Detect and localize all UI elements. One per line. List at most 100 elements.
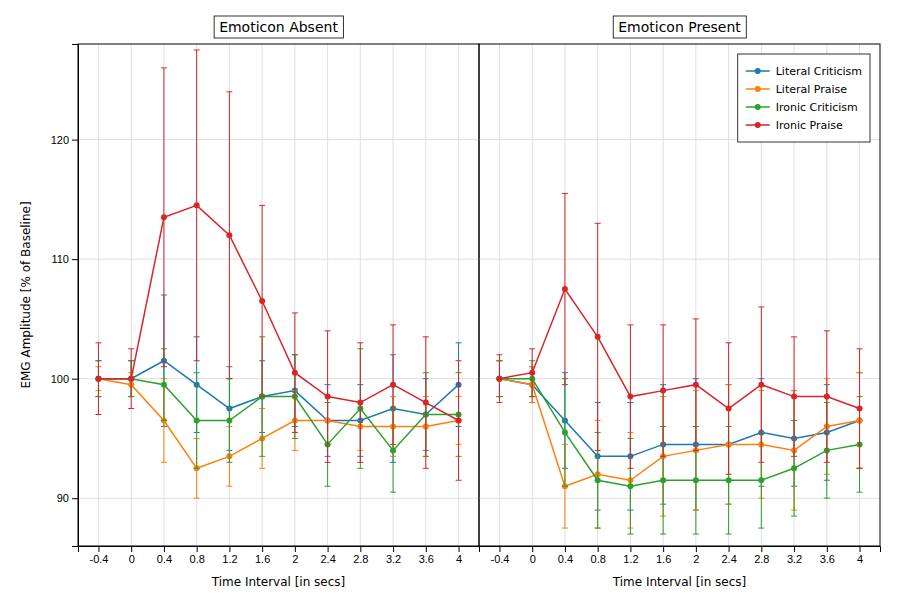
error-bar [824,331,830,462]
point [194,418,200,424]
point [496,376,502,382]
point [562,286,568,292]
tick: 4 [456,546,462,565]
series [95,367,461,498]
axis-line [480,547,881,553]
tick-mark [827,546,828,552]
tick: 0.4 [157,546,172,565]
point [496,376,502,382]
point [456,418,462,424]
legend-marker [755,104,761,110]
error-bar [562,379,568,487]
error-bar [726,343,732,474]
tick-label: 3.2 [386,553,401,565]
tick-mark [794,546,795,552]
tick-label: 2.4 [721,553,736,565]
tick: 3.6 [419,546,434,565]
legend-item: Ironic Praise [746,119,843,132]
tick: 1.2 [623,546,638,565]
error-bar [226,379,232,463]
tick-label: 2.8 [353,553,368,565]
tick-mark [565,546,566,552]
error-bar [325,331,331,462]
tick-mark [663,546,664,552]
tick: 2.8 [754,546,769,565]
y-axis-title: EMG Amplitude [% of Baseline] [19,201,33,388]
tick-label: 0.8 [190,553,205,565]
tick: 0.4 [558,546,573,565]
tick: -0.4 [490,546,509,565]
tick-mark [761,546,762,552]
error-bar [693,319,699,450]
x-axis: -0.400.40.81.21.622.42.83.23.64 [480,546,881,565]
series [95,337,461,492]
tick: 2 [693,546,699,565]
point [726,477,732,483]
tick-mark [72,379,78,380]
series-line [98,205,458,420]
point [791,394,797,400]
series [496,361,862,528]
tick-label: 90 [57,492,69,504]
tick-label: 4 [857,553,863,565]
tick-mark [459,546,460,552]
series [496,361,862,534]
grid-line [78,139,479,140]
grid-line [294,44,295,546]
series-line [499,379,859,487]
series [95,50,461,480]
point [529,370,535,376]
legend-box [738,54,870,142]
point [423,400,429,406]
point [595,334,601,340]
tick-mark [164,546,165,552]
grid-line [479,259,880,260]
tick: 110 [51,253,78,265]
title-group: Emoticon Present [613,16,746,38]
tick: 120 [51,134,78,146]
series-line [98,379,458,469]
error-bar [627,325,633,468]
point [595,477,601,483]
legend-label: Ironic Criticism [776,101,858,114]
grid [78,44,479,546]
tick: 0 [530,546,536,565]
legend-item: Literal Praise [746,83,848,96]
tick-label: 0.4 [157,553,172,565]
error-bar [758,307,764,462]
marks [95,50,461,498]
point [496,376,502,382]
point [824,394,830,400]
series-line [499,379,859,487]
tick: 3.6 [820,546,835,565]
tick: 1.2 [222,546,237,565]
point [726,406,732,412]
point [660,477,666,483]
tick: -0.4 [89,546,108,565]
tick-label: -0.4 [490,553,509,565]
tick: 2 [292,546,298,565]
point [128,376,134,382]
plot-frame [78,44,479,546]
legend-label: Literal Criticism [776,65,862,78]
series [95,295,461,462]
tick: 0 [129,546,135,565]
point [857,406,863,412]
x-axis-title: Time Interval [in secs] [211,575,346,589]
tick-label: 120 [51,134,69,146]
tick-label: 0 [530,553,536,565]
tick-mark [98,546,99,552]
panel: -0.400.40.81.21.622.42.83.23.64Emoticon … [479,16,881,589]
series [496,361,862,510]
point [128,376,134,382]
point [390,382,396,388]
point [292,370,298,376]
tick-label: 110 [51,253,69,265]
tick-mark [360,546,361,552]
tick-mark [860,546,861,552]
series [496,193,862,474]
grid-line [479,378,880,379]
tick-label: 2.8 [754,553,769,565]
legend-marker [755,86,761,92]
point [562,429,568,435]
